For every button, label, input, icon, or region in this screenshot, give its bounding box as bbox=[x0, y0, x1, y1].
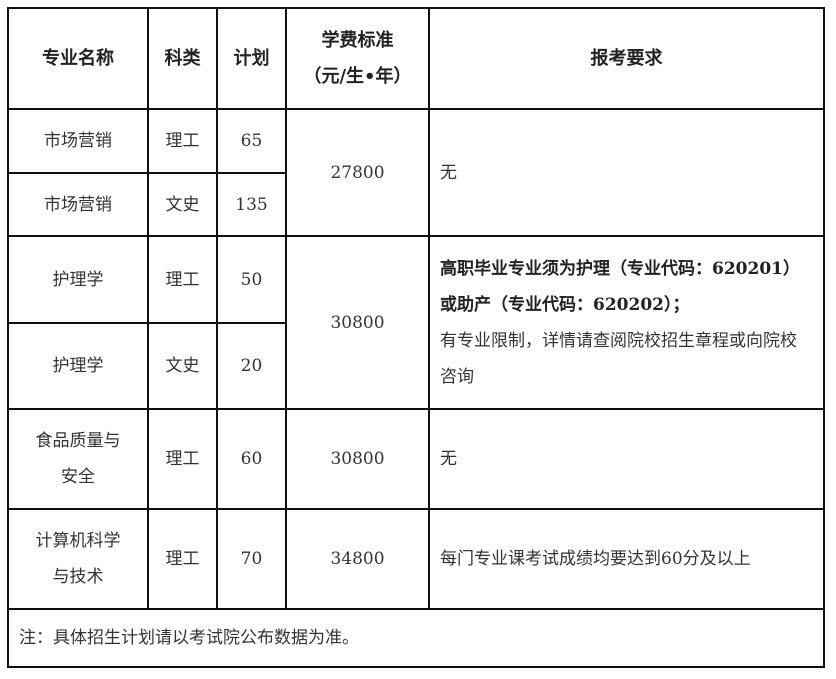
category-cell: 理工 bbox=[147, 108, 218, 174]
major-line2: 安全 bbox=[61, 467, 95, 487]
header-row: 专业名称 科类 计划 学费标准 （元/生•年） 报考要求 bbox=[7, 7, 825, 110]
header-tuition-line2: （元/生•年） bbox=[303, 65, 412, 87]
admissions-table: 专业名称 科类 计划 学费标准 （元/生•年） 报考要求 市场营销 理工 65 2… bbox=[7, 7, 825, 668]
header-requirements: 报考要求 bbox=[428, 7, 825, 110]
requirement-cell: 无 bbox=[428, 108, 825, 237]
category-cell: 文史 bbox=[147, 172, 218, 237]
requirement-cell: 无 bbox=[428, 408, 825, 510]
note-row: 注：具体招生计划请以考试院公布数据为准。 bbox=[7, 608, 825, 668]
header-major: 专业名称 bbox=[7, 7, 149, 110]
header-tuition: 学费标准 （元/生•年） bbox=[285, 7, 430, 110]
header-plan: 计划 bbox=[216, 7, 287, 110]
tuition-cell: 27800 bbox=[285, 108, 430, 237]
major-cell: 食品质量与 安全 bbox=[7, 408, 149, 510]
category-cell: 文史 bbox=[147, 322, 218, 410]
tuition-cell: 30800 bbox=[285, 235, 430, 410]
plan-cell: 20 bbox=[216, 322, 287, 410]
requirement-cell: 高职毕业专业须为护理（专业代码：620201）或助产（专业代码：620202）；… bbox=[428, 235, 825, 410]
major-cell: 护理学 bbox=[7, 322, 149, 410]
requirement-cell: 每门专业课考试成绩均要达到60分及以上 bbox=[428, 508, 825, 610]
major-cell: 计算机科学 与技术 bbox=[7, 508, 149, 610]
table-row: 计算机科学与技术 理工 70 34800 每门专业课考试成绩均要达到60分及以上 bbox=[7, 508, 825, 610]
tuition-cell: 34800 bbox=[285, 508, 430, 610]
plan-cell: 135 bbox=[216, 172, 287, 237]
tuition-cell: 30800 bbox=[285, 408, 430, 510]
major-cell: 市场营销 bbox=[7, 172, 149, 237]
footnote: 注：具体招生计划请以考试院公布数据为准。 bbox=[7, 608, 825, 668]
plan-cell: 70 bbox=[216, 508, 287, 610]
table-row: 市场营销 理工 65 27800 无 bbox=[7, 108, 825, 237]
category-cell: 理工 bbox=[147, 508, 218, 610]
requirement-text: 有专业限制，详情请查阅院校招生章程或向院校咨询 bbox=[440, 330, 797, 387]
category-cell: 理工 bbox=[147, 235, 218, 324]
major-line1: 计算机科学 bbox=[35, 531, 121, 551]
header-category: 科类 bbox=[147, 7, 218, 110]
major-line1: 食品质量与 bbox=[35, 431, 121, 451]
major-line2: 与技术 bbox=[52, 567, 104, 587]
table-row: 食品质量与安全 理工 60 30800 无 bbox=[7, 408, 825, 510]
table-row: 市场营销 文史 135 bbox=[7, 172, 824, 237]
plan-cell: 60 bbox=[216, 408, 287, 510]
major-cell: 护理学 bbox=[7, 235, 149, 324]
table-row: 护理学 文史 20 bbox=[7, 322, 824, 410]
table-row: 护理学 理工 50 30800 高职毕业专业须为护理（专业代码：620201）或… bbox=[7, 235, 825, 410]
plan-cell: 65 bbox=[216, 108, 287, 174]
plan-cell: 50 bbox=[216, 235, 287, 324]
major-cell: 市场营销 bbox=[7, 108, 149, 174]
header-tuition-line1: 学费标准 bbox=[321, 29, 394, 51]
requirement-bold-text: 高职毕业专业须为护理（专业代码：620201）或助产（专业代码：620202）； bbox=[440, 258, 800, 315]
category-cell: 理工 bbox=[147, 408, 218, 510]
